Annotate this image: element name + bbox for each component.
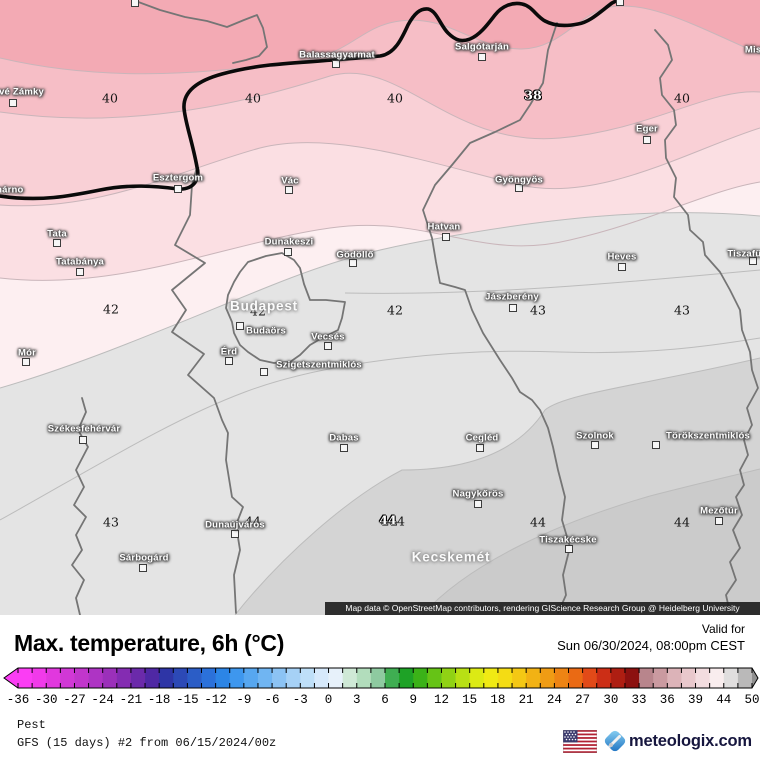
scale-tick-label: 3 [353, 693, 361, 707]
scale-tick-label: 36 [659, 693, 675, 707]
band-44c [422, 469, 760, 615]
scale-tick-label: 39 [688, 693, 704, 707]
scale-tick-label: 9 [409, 693, 417, 707]
scale-tick-label: 21 [518, 693, 534, 707]
scale-tick-label: 12 [433, 693, 449, 707]
scale-tick-label: 44 [716, 693, 732, 707]
valid-for-label: Valid for [701, 622, 745, 636]
scale-tick-label: 24 [546, 693, 562, 707]
scale-tick-label: -6 [264, 693, 280, 707]
scale-tick-label: -21 [119, 693, 143, 707]
scale-tick-label: 33 [631, 693, 647, 707]
isotherm-contours-gray [0, 212, 760, 615]
temperature-scale [3, 667, 759, 689]
valid-time-block: Valid for Sun 06/30/2024, 08:00pm CEST [557, 622, 745, 653]
isotherm-contours-pink [0, 5, 760, 281]
scale-tick-label: -24 [91, 693, 114, 707]
model-run-label: GFS (15 days) #2 from 06/15/2024/00z [17, 736, 277, 750]
map-attribution: Map data © OpenStreetMap contributors, r… [325, 602, 760, 615]
brand-block[interactable]: meteologix.com [563, 728, 752, 756]
valid-time: Sun 06/30/2024, 08:00pm CEST [557, 638, 745, 653]
us-flag-icon[interactable] [563, 730, 597, 753]
scale-tick-label: -3 [292, 693, 308, 707]
scale-tick-label: 50 [744, 693, 760, 707]
info-panel: Max. temperature, 6h (°C) Valid for Sun … [0, 615, 760, 760]
brand-wordmark[interactable]: meteologix.com [629, 732, 752, 750]
scale-tick-label: -27 [63, 693, 86, 707]
scale-tick-label: 6 [381, 693, 389, 707]
scale-tick-label: 15 [462, 693, 478, 707]
temperature-scale-labels: -36 -30 -27 -24 -21 -18 -15 -12 -9 -6 -3 0 3 6 9 12 15 18… [0, 693, 760, 709]
county-borders [71, 0, 759, 615]
region-label: Pest [17, 718, 46, 732]
scale-tick-label: -18 [147, 693, 171, 707]
country-border [0, 0, 620, 201]
scale-tick-label: 18 [490, 693, 506, 707]
map-canvas [0, 0, 760, 615]
scale-tick-label: -36 [6, 693, 30, 707]
scale-tick-label: -15 [176, 693, 199, 707]
meteologix-logo-icon[interactable] [602, 728, 628, 754]
scale-tick-label: 27 [575, 693, 591, 707]
scale-tick-label: -9 [236, 693, 252, 707]
scale-tick-label: -30 [34, 693, 58, 707]
scale-tick-label: -12 [204, 693, 227, 707]
page-title: Max. temperature, 6h (°C) [14, 630, 285, 656]
scale-tick-label: 0 [324, 693, 333, 707]
scale-tick-label: 30 [603, 693, 619, 707]
